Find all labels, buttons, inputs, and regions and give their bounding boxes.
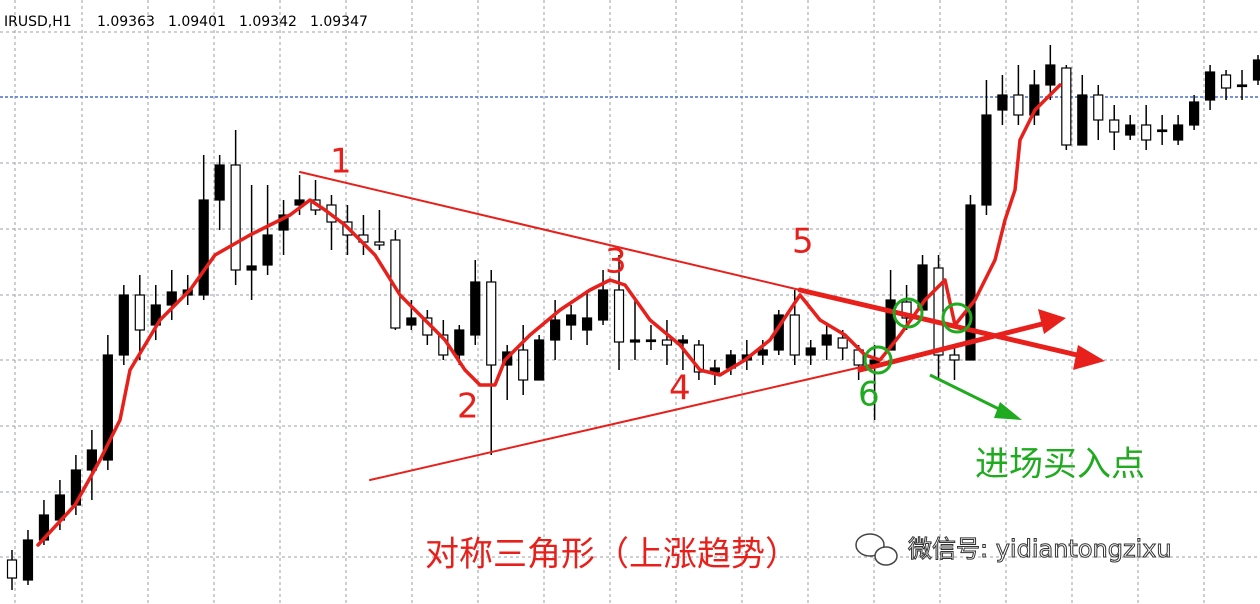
candle-body [246,265,257,271]
arrow-head [1038,309,1066,334]
candle-body [566,314,577,326]
candle-body [374,241,385,246]
candle-body [1157,129,1168,133]
candle-body [470,281,481,336]
candle-body [86,449,97,471]
candle-body [1045,64,1056,86]
candle-body [1077,94,1088,146]
arrow-head [994,402,1022,420]
candle-body [1173,124,1184,141]
candle-body [805,347,816,356]
candle-body [262,234,273,266]
candle-body [597,289,609,321]
candle-body [885,299,896,351]
candle-body [1061,67,1072,146]
candle-body [997,94,1008,111]
candle-body [949,354,960,361]
arrow-head [1073,345,1105,370]
point-label: 3 [605,242,627,282]
candle-body [1252,59,1260,81]
candle-body [1141,124,1152,141]
candle-body [1125,124,1136,136]
header-open: 1.09363 [97,14,155,30]
pattern-label: 对称三角形（上涨趋势） [425,535,799,575]
candle-body [1013,94,1024,116]
candle-body [1093,94,1104,121]
candle-body [629,339,641,343]
candle-body [22,539,34,581]
candle-body [581,317,593,331]
candle-body [837,337,848,349]
candle-body [486,281,497,366]
candle-body [1204,71,1216,101]
candle-body [821,334,832,346]
lower-trendline [369,364,871,481]
candle-body [406,317,417,326]
candle-body [789,314,800,356]
candle-body [390,239,401,329]
signal-markers [863,297,1022,420]
symbol: IRUSD,H1 [4,14,72,30]
candle-body [693,344,704,373]
signal-circle [892,297,924,329]
candle-body [518,349,529,381]
candle-body [198,199,209,296]
candle-body [278,214,289,231]
watermark-icon [855,533,898,566]
candle-body [1189,101,1200,126]
signal-circle [941,302,973,334]
entry-arrow [929,373,1006,414]
candle-body [534,339,545,381]
candle-body [661,339,673,346]
candle-body [613,289,625,343]
candle-body [965,204,976,361]
candle-body [214,164,225,201]
entry-label: 进场买入点 [975,445,1145,485]
point-label: 2 [457,387,479,427]
candle-body [454,329,465,356]
candle-body [118,294,129,356]
upper-trendline [299,171,801,291]
candle-body [1220,74,1232,89]
candle-body [166,291,177,306]
signal-circle [863,345,893,375]
candle-body [134,294,145,331]
candle-body [757,349,768,356]
moving-average [36,83,1062,547]
header-low: 1.09342 [239,14,297,30]
point-label: 4 [669,369,691,409]
candle-body [981,114,992,206]
candle-body [550,319,561,341]
watermark: 微信号: yidiantongzixu [908,535,1172,563]
candle-body [102,354,113,461]
header-close: 1.09347 [310,14,368,30]
candle-body [230,164,241,271]
candle-body [645,339,657,343]
candle-body [1236,84,1248,88]
point-label: 5 [792,222,814,262]
candle-body [6,559,18,579]
candle-body [1109,119,1120,133]
point-label: 6 [858,375,880,415]
point-label: 1 [330,142,352,182]
candle-body [901,301,912,319]
header-high: 1.09401 [168,14,226,30]
